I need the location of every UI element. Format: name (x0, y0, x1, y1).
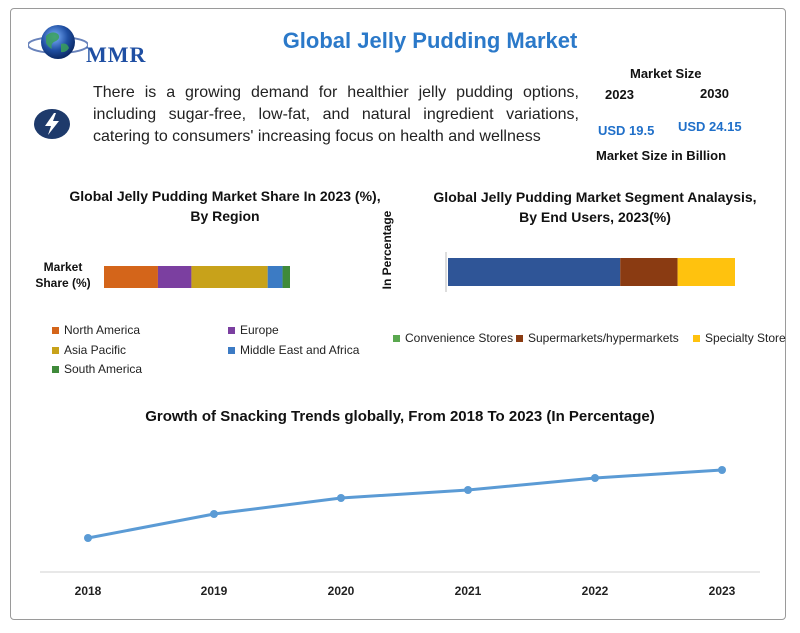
market-size-label: Market Size (630, 66, 702, 81)
enduser-stacked-bar (445, 252, 735, 292)
legend-item-convenience-stores: Convenience Stores (393, 331, 513, 345)
region-chart-title: Global Jelly Pudding Market Share In 202… (69, 188, 381, 224)
logo-text: MMR (86, 42, 147, 67)
growth-line-chart (40, 466, 760, 573)
legend-item-specialty-store: Specialty Store (693, 331, 786, 345)
x-tick-label: 2021 (454, 584, 482, 598)
legend-item-asia-pacific: Asia Pacific (52, 343, 126, 357)
globe-icon (27, 25, 89, 59)
data-point-2019 (210, 510, 218, 518)
bar-segment-middle-east-and-africa (267, 266, 283, 288)
data-point-2021 (464, 486, 472, 494)
legend-label: Asia Pacific (64, 343, 127, 357)
bar-segment-north-america (104, 266, 158, 288)
legend-label: Supermarkets/hypermarkets (528, 331, 679, 345)
legend-label: South America (64, 362, 143, 376)
bar-segment-south-america (282, 266, 290, 288)
x-tick-label: 2018 (74, 584, 102, 598)
infographic-frame (10, 8, 786, 620)
legend-swatch (228, 326, 235, 334)
data-point-2022 (591, 474, 599, 482)
market-value-end: USD 24.15 (678, 119, 742, 134)
legend-item-middle-east-and-africa: Middle East and Africa (228, 343, 359, 357)
enduser-chart-title: Global Jelly Pudding Market Segment Anal… (433, 189, 757, 225)
legend-swatch (52, 365, 59, 373)
x-tick-label: 2019 (200, 584, 228, 598)
market-value-start: USD 19.5 (598, 123, 655, 138)
region-stacked-bar (104, 266, 290, 288)
legend-swatch (693, 334, 700, 342)
legend-swatch (516, 334, 523, 342)
legend-item-north-america: North America (52, 323, 140, 337)
x-tick-label: 2020 (327, 584, 355, 598)
data-point-2018 (84, 534, 92, 542)
market-size-unit: Market Size in Billion (596, 148, 727, 163)
legend-swatch (228, 346, 235, 354)
legend-swatch (52, 346, 59, 354)
region-chart-category-label: Market Share (%) (35, 260, 91, 290)
legend-item-europe: Europe (228, 323, 279, 337)
bar-segment-europe (157, 266, 192, 288)
mmr-logo: MMR (27, 22, 168, 68)
bar-segment-specialty-store (677, 258, 735, 286)
bar-segment-convenience-stores (448, 258, 621, 286)
legend-label: Middle East and Africa (240, 343, 360, 357)
legend-swatch (393, 334, 400, 342)
legend-item-south-america: South America (52, 362, 142, 376)
data-point-2020 (337, 494, 345, 502)
growth-chart-title: Growth of Snacking Trends globally, From… (145, 408, 655, 425)
bar-segment-supermarkets-hypermarkets (620, 258, 678, 286)
x-tick-label: 2023 (708, 584, 736, 598)
legend-swatch (52, 326, 59, 334)
market-year-start: 2023 (605, 87, 634, 102)
page-title: Global Jelly Pudding Market (282, 28, 578, 53)
legend-label: Convenience Stores (405, 331, 514, 345)
lightning-icon (33, 108, 71, 140)
legend-label: North America (64, 323, 141, 337)
market-year-end: 2030 (700, 86, 729, 101)
x-tick-label: 2022 (581, 584, 609, 598)
legend-label: Specialty Store (705, 331, 786, 345)
data-point-2023 (718, 466, 726, 474)
growth-series-line (87, 468, 723, 540)
enduser-chart-ylabel: In Percentage (380, 210, 394, 290)
legend-item-supermarkets-hypermarkets: Supermarkets/hypermarkets (516, 331, 679, 345)
legend-label: Europe (240, 323, 279, 337)
bar-segment-asia-pacific (191, 266, 268, 288)
intro-text: There is a growing demand for healthier … (93, 84, 579, 145)
